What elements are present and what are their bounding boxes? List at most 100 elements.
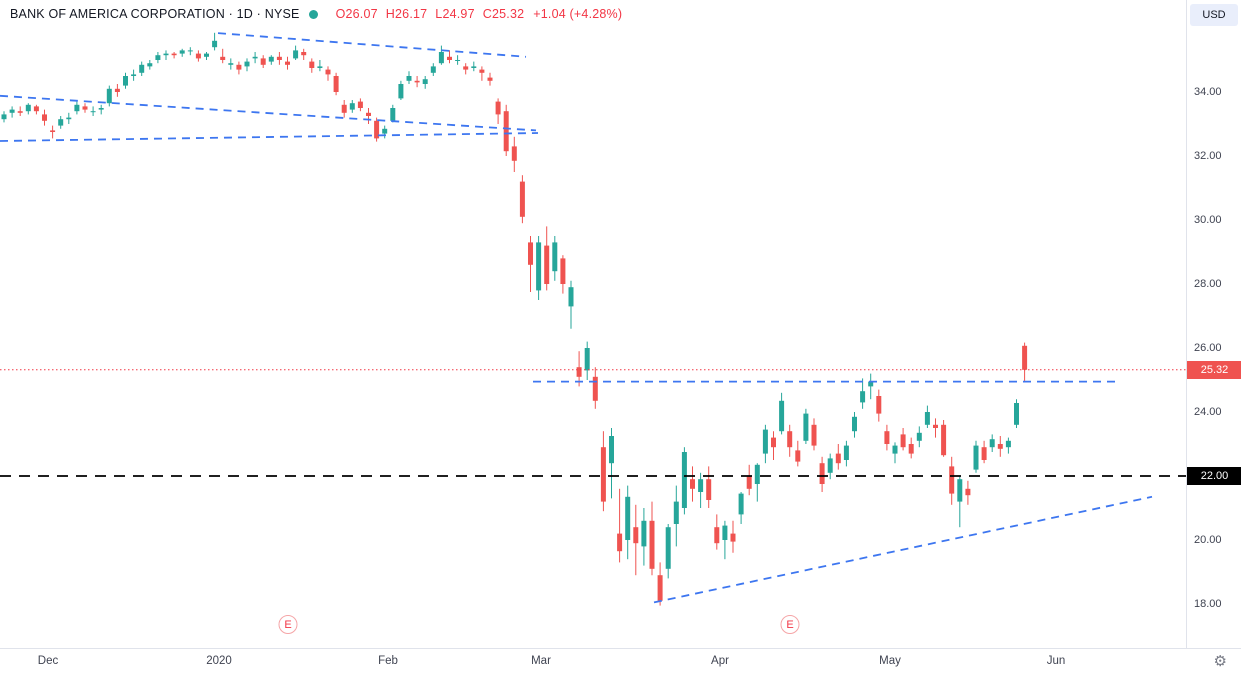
candle <box>795 440 801 467</box>
candle <box>430 63 436 76</box>
candle <box>1005 437 1011 454</box>
candle <box>374 117 380 142</box>
candle <box>333 72 339 96</box>
candle <box>560 255 566 294</box>
candle <box>900 428 906 451</box>
candle <box>131 69 137 81</box>
candle <box>341 100 347 118</box>
candle <box>260 55 266 68</box>
candle <box>754 463 760 502</box>
candle <box>803 408 809 444</box>
candle <box>762 424 768 464</box>
candle <box>600 431 606 512</box>
candle <box>1 111 7 123</box>
last-price-badge: 25.32 <box>1187 360 1241 379</box>
candle <box>285 56 290 70</box>
chart-pane[interactable]: BANK OF AMERICA CORPORATION · 1D · NYSE … <box>0 0 1186 648</box>
candle <box>204 52 209 60</box>
candle <box>147 60 153 70</box>
candle <box>406 71 412 84</box>
candle <box>528 236 533 292</box>
price-axis-label: 34.00 <box>1194 86 1222 98</box>
candle <box>949 456 955 505</box>
candle <box>519 175 525 224</box>
candle <box>195 50 201 62</box>
price-axis-label: 24.00 <box>1194 406 1222 418</box>
candle <box>981 440 987 464</box>
candle <box>390 104 396 123</box>
candle <box>139 61 145 76</box>
candle <box>236 61 242 75</box>
rising-support-line[interactable] <box>653 495 1153 604</box>
candle <box>787 424 793 457</box>
candle <box>997 436 1003 457</box>
candle <box>868 373 874 400</box>
time-axis-label: Apr <box>711 655 729 667</box>
candle <box>957 476 963 528</box>
candle <box>973 440 979 473</box>
wedge-upper-line[interactable] <box>217 32 527 58</box>
candle <box>965 480 971 505</box>
candle <box>665 524 671 579</box>
time-axis-label: Dec <box>37 655 59 667</box>
candle <box>74 101 80 115</box>
candle <box>33 104 39 115</box>
wedge-middle-line[interactable] <box>0 94 537 132</box>
earnings-marker[interactable]: E <box>780 615 800 634</box>
candle <box>228 58 234 70</box>
candle <box>633 504 639 576</box>
candle <box>455 55 461 65</box>
price-axis-label: 32.00 <box>1194 150 1222 162</box>
candle <box>860 378 866 409</box>
candle <box>681 447 687 515</box>
wedge-lower-line[interactable] <box>0 132 539 142</box>
market-status-icon <box>308 9 318 19</box>
gear-icon[interactable]: ⚙ <box>1213 653 1227 670</box>
candle <box>155 52 161 64</box>
candle <box>1014 399 1019 428</box>
candle <box>511 136 517 172</box>
candle <box>746 464 752 496</box>
time-axis[interactable]: ⚙ Dec 2020 Feb Mar Apr May Jun <box>0 648 1241 676</box>
candle <box>552 236 558 281</box>
candle <box>66 112 72 124</box>
candle <box>714 514 720 550</box>
candle <box>835 444 841 470</box>
candle <box>487 72 493 86</box>
price-axis-label: 26.00 <box>1194 342 1222 354</box>
candle <box>503 104 509 156</box>
candle <box>609 428 614 499</box>
price-axis-label: 28.00 <box>1194 278 1222 290</box>
candle <box>584 341 590 380</box>
candle <box>301 48 307 60</box>
candle <box>641 508 647 566</box>
candle <box>50 125 56 139</box>
candle <box>933 418 938 438</box>
candle <box>843 440 849 467</box>
candlestick-chart[interactable] <box>0 0 1186 648</box>
ohlc-high: H26.17 <box>385 7 428 21</box>
candle <box>495 98 501 124</box>
candle <box>276 52 282 65</box>
time-axis-label: Mar <box>531 655 551 667</box>
candle <box>220 48 226 64</box>
candle <box>123 72 128 89</box>
candle <box>690 466 695 502</box>
price-axis[interactable]: USD 34.00 32.00 30.00 28.00 26.00 24.00 20.00 1… <box>1186 0 1241 648</box>
candle <box>179 48 185 57</box>
symbol-legend[interactable]: BANK OF AMERICA CORPORATION · 1D · NYSE … <box>10 7 622 21</box>
candle <box>438 45 444 65</box>
time-axis-label: May <box>879 655 901 667</box>
symbol-title: BANK OF AMERICA CORPORATION · 1D · NYSE <box>10 7 300 21</box>
candle <box>722 520 728 560</box>
candle <box>827 453 833 480</box>
candle <box>82 103 88 113</box>
candle <box>876 389 882 422</box>
price-axis-label: 18.00 <box>1194 598 1222 610</box>
earnings-marker[interactable]: E <box>278 615 298 634</box>
candle <box>924 405 930 428</box>
currency-button[interactable]: USD <box>1190 4 1238 26</box>
price-axis-label: 20.00 <box>1194 534 1222 546</box>
candle <box>42 109 47 126</box>
time-axis-label: Jun <box>1046 655 1066 667</box>
